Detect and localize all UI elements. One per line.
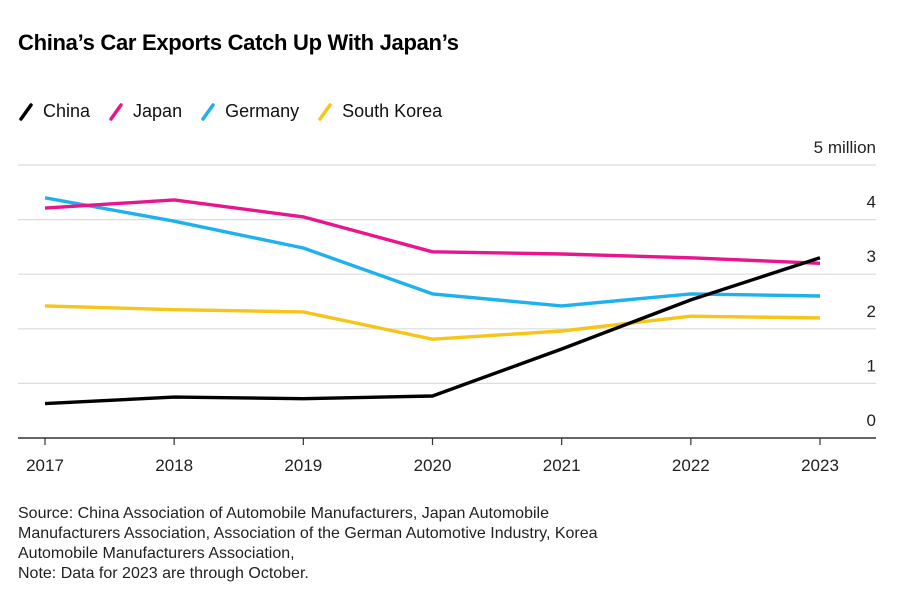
legend-label-china: China xyxy=(43,101,91,121)
legend-swatch-south-korea xyxy=(318,102,332,121)
x-tick-label-2022: 2022 xyxy=(672,456,710,475)
legend-label-japan: Japan xyxy=(133,101,183,121)
series-line-china xyxy=(44,256,821,406)
x-tick-label-2019: 2019 xyxy=(284,456,322,475)
legend-swatch-japan xyxy=(109,102,123,121)
x-tick-label-2021: 2021 xyxy=(543,456,581,475)
legend-label-south-korea: South Korea xyxy=(342,101,443,121)
legend: China Japan Germany South Korea xyxy=(18,101,460,122)
x-tick-label-2018: 2018 xyxy=(155,456,193,475)
legend-item-germany: Germany xyxy=(200,101,299,122)
y-tick-label-4: 4 xyxy=(867,193,876,212)
y-tick-label-0: 0 xyxy=(867,411,876,430)
chart-title: China’s Car Exports Catch Up With Japan’… xyxy=(18,30,459,55)
source-line-2: Manufacturers Association, Association o… xyxy=(18,525,598,542)
x-tick-label-2023: 2023 xyxy=(801,456,839,475)
series-line-japan xyxy=(44,198,821,265)
legend-item-japan: Japan xyxy=(108,101,182,122)
series-line-south-korea xyxy=(44,304,821,341)
source-note-line: Note: Data for 2023 are through October. xyxy=(18,565,309,582)
legend-item-china: China xyxy=(18,101,90,122)
x-tick-label-2017: 2017 xyxy=(26,456,64,475)
y-tick-label-3: 3 xyxy=(867,247,876,266)
source-note: Source: China Association of Automobile … xyxy=(18,504,738,584)
x-tick-label-2020: 2020 xyxy=(414,456,452,475)
legend-swatch-germany xyxy=(201,102,215,121)
series-line-germany xyxy=(44,196,821,308)
legend-item-south-korea: South Korea xyxy=(317,101,442,122)
legend-swatch-china xyxy=(19,102,33,121)
source-line-3: Automobile Manufacturers Association, xyxy=(18,545,295,562)
y-tick-label-2: 2 xyxy=(867,302,876,321)
legend-label-germany: Germany xyxy=(225,101,300,121)
y-tick-label-1: 1 xyxy=(867,356,876,375)
source-line-1: Source: China Association of Automobile … xyxy=(18,505,549,522)
y-tick-label-5: 5 million xyxy=(814,138,876,157)
